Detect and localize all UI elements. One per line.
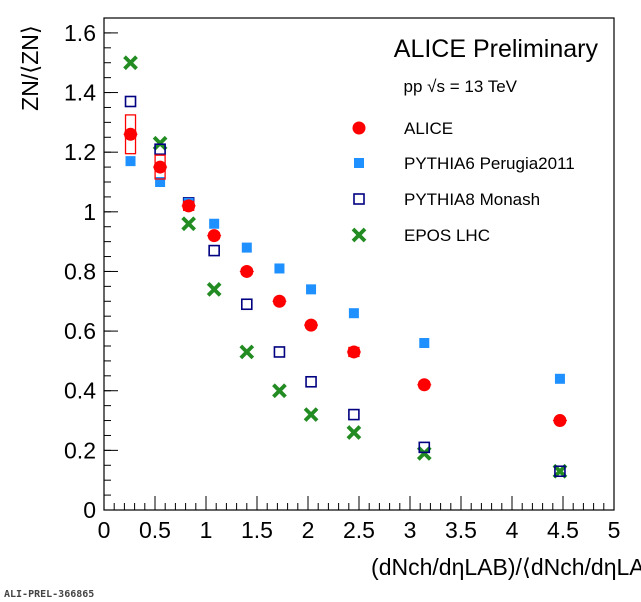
data-point [124, 127, 138, 141]
tick-labels: 0 0.5 1 1.5 2 2.5 3 3.5 4 4.5 5 0 0.2 0.4 0.6 0.8 1 1.2 1.… [64, 20, 620, 543]
data-point [346, 425, 362, 440]
data-point [155, 177, 166, 187]
y-tick-label: 0.2 [64, 437, 96, 463]
data-point [209, 218, 220, 229]
data-point [152, 135, 168, 151]
data-point [208, 244, 220, 257]
x-tick-label: 3 [404, 517, 417, 543]
y-tick-label: 1.2 [64, 139, 96, 165]
data-point [305, 375, 317, 388]
data-point [416, 446, 432, 461]
y-tick-label: 0.4 [64, 378, 96, 404]
legend-marker [353, 193, 365, 205]
series-pythia8-monash [124, 95, 566, 478]
data-point [154, 143, 166, 155]
x-tick-label: 2 [302, 517, 315, 543]
data-point [207, 229, 221, 243]
series-alice [123, 114, 567, 428]
y-tick-label: 1.6 [64, 20, 96, 46]
legend-item: ALICE [352, 119, 453, 138]
data-marks [123, 55, 568, 479]
legend-marker [354, 158, 364, 168]
y-axis-title: ZN/⟨ZN⟩ [17, 25, 43, 111]
chart-subtitle: pp √s = 13 TeV [404, 77, 518, 96]
legend-label: PYTHIA8 Monash [404, 190, 540, 209]
data-point [304, 318, 318, 332]
data-point [125, 156, 136, 167]
legend-item: PYTHIA6 Perugia2011 [354, 154, 575, 173]
data-point [554, 465, 566, 478]
x-tick-label: 0 [98, 517, 111, 543]
x-tick-label: 4 [506, 517, 519, 543]
y-tick-label: 0.8 [64, 258, 96, 284]
x-tick-label: 1.5 [241, 517, 273, 543]
data-point [241, 242, 252, 253]
data-point [419, 338, 430, 349]
legend: ALICE PYTHIA6 Perugia2011 PYTHIA8 Monash EP… [351, 119, 575, 245]
y-tick-label: 0.6 [64, 318, 96, 344]
data-point [417, 378, 431, 392]
data-point [274, 263, 285, 274]
x-axis-title: (dNch/dηLAB)/⟨dNch/dηLAB⟩ [371, 554, 641, 580]
data-point [273, 346, 286, 358]
legend-marker [352, 121, 366, 135]
data-point [347, 345, 361, 359]
data-point [554, 373, 565, 384]
y-tick-label: 1.4 [64, 80, 96, 106]
legend-item: EPOS LHC [351, 226, 490, 245]
data-point [272, 294, 286, 308]
data-point [306, 284, 317, 295]
data-point [552, 463, 568, 479]
x-tick-label: 4.5 [547, 517, 579, 543]
data-point [241, 298, 253, 311]
data-point [303, 407, 319, 422]
plot-frame [103, 17, 615, 511]
legend-item: PYTHIA8 Monash [353, 190, 540, 209]
data-point [553, 414, 567, 428]
x-tick-label: 5 [608, 517, 621, 543]
data-point [124, 95, 137, 108]
data-point [206, 282, 222, 297]
data-point [239, 344, 255, 360]
x-tick-label: 3.5 [445, 517, 477, 543]
data-point [153, 160, 167, 174]
data-point [182, 199, 196, 213]
data-point [348, 408, 360, 421]
data-point [123, 55, 138, 71]
data-point [272, 383, 287, 399]
data-point [348, 308, 359, 319]
y-tick-label: 0 [83, 497, 96, 523]
y-tick-label: 1 [83, 199, 96, 225]
data-point [418, 441, 431, 454]
x-tick-label: 2.5 [343, 517, 375, 543]
x-tick-label: 1 [200, 517, 213, 543]
series-epos-lhc [123, 55, 568, 479]
data-point [240, 264, 254, 278]
x-tick-label: 0.5 [139, 517, 171, 543]
data-point [181, 216, 197, 232]
chart-title: ALICE Preliminary [394, 35, 599, 63]
legend-label: ALICE [404, 119, 453, 138]
legend-label: EPOS LHC [404, 226, 490, 245]
preliminary-id: ALI-PREL-366865 [4, 589, 94, 600]
legend-marker [351, 227, 367, 243]
legend-label: PYTHIA6 Perugia2011 [404, 154, 575, 173]
